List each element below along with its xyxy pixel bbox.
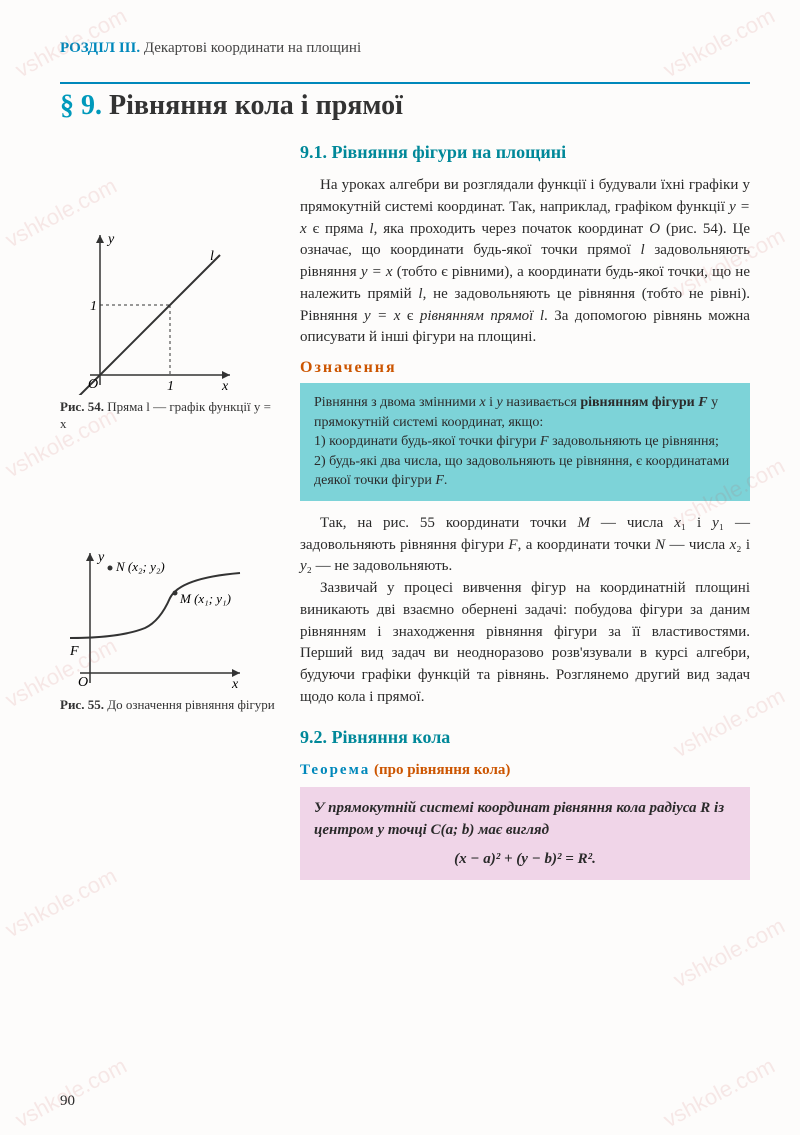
theorem-label: Теорема (про рівняння кола) xyxy=(300,762,750,779)
svg-text:l: l xyxy=(210,249,214,264)
theorem-box: У прямокутній системі координат рівняння… xyxy=(300,787,750,881)
watermark: vshkole.com xyxy=(659,1053,779,1133)
fig54-label: Рис. 54. xyxy=(60,399,104,414)
page-number: 90 xyxy=(60,1093,75,1110)
section-name: Рівняння кола і прямої xyxy=(109,90,403,121)
para-91-1: На уроках алгебри ви розглядали функції … xyxy=(300,175,750,349)
theorem-paren: (про рівняння кола) xyxy=(374,762,510,778)
subsection-91-title: 9.1. Рівняння фігури на площині xyxy=(300,142,750,163)
svg-text:x: x xyxy=(221,379,229,394)
svg-text:F: F xyxy=(69,644,79,659)
chapter-label: РОЗДІЛ III. xyxy=(60,40,140,56)
svg-text:1: 1 xyxy=(167,379,174,394)
para-91-3: Зазвичай у процесі вивчення фігур на коо… xyxy=(300,578,750,709)
watermark: vshkole.com xyxy=(669,913,789,993)
svg-text:y: y xyxy=(106,232,115,247)
fig55-label: Рис. 55. xyxy=(60,697,104,712)
section-title: § 9. Рівняння кола і прямої xyxy=(60,90,750,122)
figure-55-caption: Рис. 55. До означення рівняння фігури xyxy=(60,697,280,714)
figure-55: N (x₂; y₂) M (x₁; y₁) F O y x Рис. 55. Д… xyxy=(60,543,280,714)
svg-text:x: x xyxy=(231,677,239,692)
theorem-word: Теорема xyxy=(300,762,370,778)
svg-text:1: 1 xyxy=(90,299,97,314)
section-number: § 9. xyxy=(60,90,102,121)
figure-54-caption: Рис. 54. Пряма l — графік функції y = x xyxy=(60,399,280,433)
svg-text:O: O xyxy=(88,377,98,392)
para-91-2: Так, на рис. 55 координати точки M — чис… xyxy=(300,513,750,578)
fig55-text: До означення рівняння фігури xyxy=(107,697,275,712)
svg-text:O: O xyxy=(78,675,88,690)
svg-text:y: y xyxy=(96,550,105,565)
chapter-title: Декартові координати на площині xyxy=(144,40,361,56)
circle-formula: (x − a)² + (y − b)² = R². xyxy=(314,848,736,871)
figure-54: 1 1 O y x l Рис. 54. Пряма l — графік фу… xyxy=(60,225,280,433)
page-header: РОЗДІЛ III. Декартові координати на площ… xyxy=(60,40,750,57)
header-rule xyxy=(60,82,750,84)
subsection-92-title: 9.2. Рівняння кола xyxy=(300,727,750,748)
definition-label: Означення xyxy=(300,359,750,377)
svg-text:N (x₂; y₂): N (x₂; y₂) xyxy=(115,559,165,574)
definition-box: Рівняння з двома змінними x і y називаєт… xyxy=(300,383,750,501)
svg-text:M (x₁; y₁): M (x₁; y₁) xyxy=(179,591,231,606)
